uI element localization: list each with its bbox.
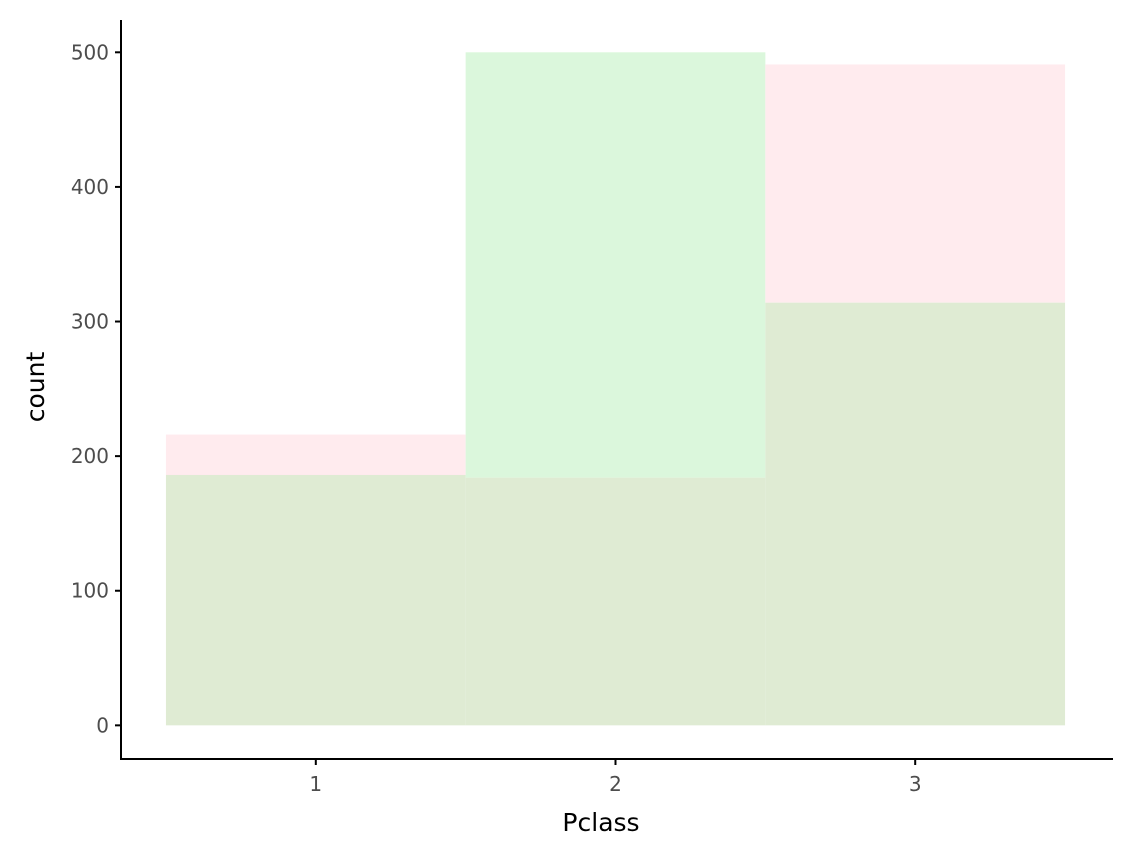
y-tick-label: 0: [96, 713, 109, 737]
x-tick-label: 3: [909, 772, 922, 796]
x-axis-title: Pclass: [562, 808, 639, 837]
y-axis-title: count: [21, 352, 50, 423]
bar-overlap-pclass-3: [765, 302, 1066, 726]
y-tick-label: 400: [71, 175, 109, 199]
y-tick-label: 300: [71, 310, 109, 334]
bar-series1-pclass-1: [165, 434, 466, 475]
y-axis-ticks: 0 100 200 300 400 500: [71, 40, 121, 737]
y-tick-label: 100: [71, 579, 109, 603]
x-tick-label: 2: [609, 772, 622, 796]
bar-overlap-pclass-1: [165, 474, 466, 726]
y-tick-label: 500: [71, 40, 109, 64]
x-axis-ticks: 1 2 3: [309, 759, 922, 796]
bar-series1-pclass-3: [765, 64, 1066, 303]
bar-series2-pclass-2: [465, 52, 766, 478]
y-tick-label: 200: [71, 444, 109, 468]
bar-overlap-pclass-2: [465, 477, 766, 726]
x-tick-label: 1: [309, 772, 322, 796]
bars-layer: [165, 52, 1066, 726]
